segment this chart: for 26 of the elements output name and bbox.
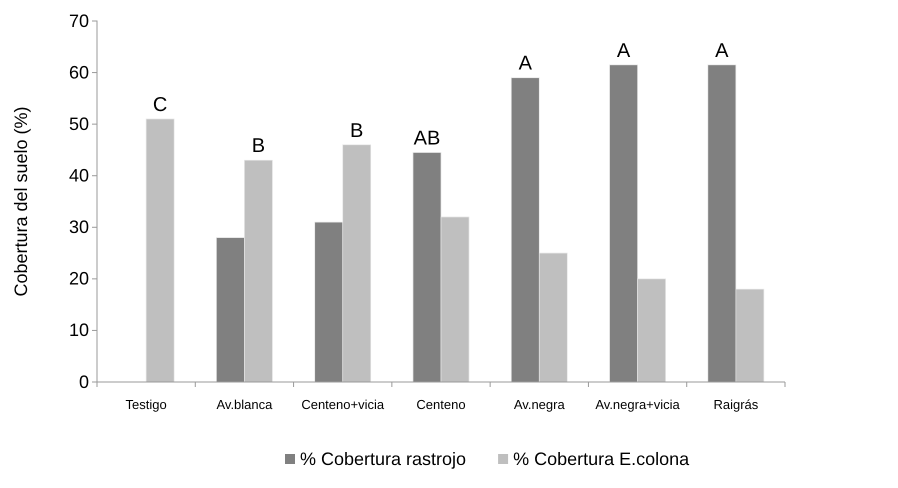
- annotation: AB: [414, 128, 440, 150]
- annotation: B: [350, 120, 364, 142]
- y-tick-label: 0: [78, 372, 89, 392]
- x-tick-label: Testigo: [126, 397, 167, 412]
- bar: [146, 118, 175, 382]
- x-tick-label: Centeno: [416, 397, 466, 412]
- y-tick-label: 30: [68, 217, 89, 238]
- x-tick-label: Raigrás: [713, 397, 759, 412]
- annotation: B: [252, 135, 266, 158]
- y-tick-label: 70: [68, 10, 89, 31]
- legend-label: % Cobertura E.colona: [513, 449, 690, 469]
- annotation: A: [518, 52, 533, 75]
- x-tick-label: Av.blanca: [216, 397, 274, 412]
- annotation: A: [616, 40, 631, 62]
- y-tick-label: 20: [68, 268, 89, 289]
- y-tick-label: 50: [68, 114, 89, 134]
- y-tick-label: 10: [68, 320, 89, 340]
- x-tick-label: Centeno+vicia: [301, 397, 385, 412]
- x-tick-label: Av.negra+vicia: [595, 397, 681, 412]
- annotation: A: [715, 40, 730, 62]
- y-tick-label: 60: [68, 62, 89, 82]
- y-axis-title: Cobertura del suelo (%): [11, 106, 31, 297]
- legend-label: % Cobertura rastrojo: [300, 449, 466, 469]
- x-tick-label: Av.negra: [514, 397, 566, 412]
- y-tick-label: 40: [68, 165, 89, 186]
- annotation: C: [152, 94, 168, 116]
